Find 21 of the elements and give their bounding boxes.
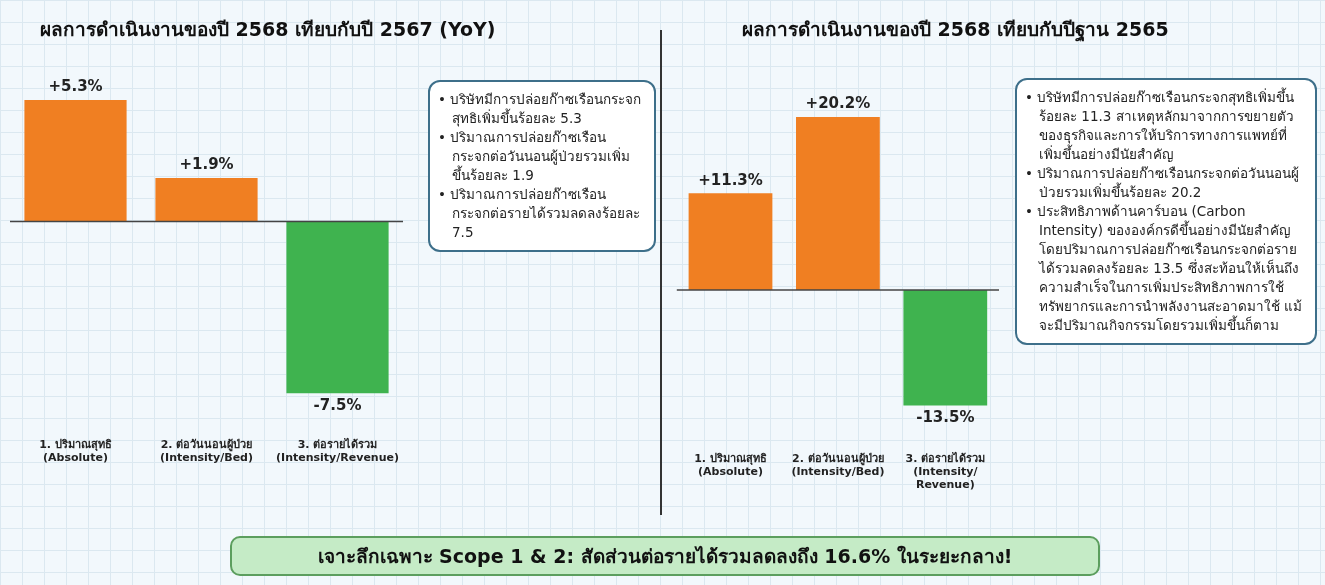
data-label: +5.3% <box>48 77 103 96</box>
x-tick-label: 3. ต่อรายได้รวม (Intensity/Revenue) <box>276 437 399 465</box>
x-tick-label: 1. ปริมาณสุทธิ (Absolute) <box>694 451 767 479</box>
text: • ประสิทธิภาพด้านคาร์บอน (Carbon Intensity) ขององค์กรดีขึ้นอย่างมีนัยสำคัญ โดยปริมาณการปล่อยก๊าซเรือนกระจกต่อรายได้รวมลดลงร้อยละ 13.5 ซึ่งสะท้อนให้เห็นถึงความสำเร็จในการเพิ่มประสิทธิภาพการใช้ทรัพยากรและการนำพลังงานสะอาดมาใช้ แม้จะมีปริมาณกิจกรรมโดยรวมเพิ่มขึ้นก็ตาม <box>1025 202 1304 335</box>
chart-title: ผลการดำเนินงานของปี 2568 เทียบกับปี 2567 (YoY) <box>40 17 496 42</box>
text: เจาะลึกเฉพาะ Scope 1 & 2: สัดส่วนต่อรายได้รวมลดลงถึง 16.6% ในระยะกลาง! <box>317 544 1013 569</box>
text: • ปริมาณการปล่อยก๊าซเรือนกระจกต่อรายได้รวมลดลงร้อยละ 7.5 <box>438 185 641 242</box>
text: • บริษัทมีการปล่อยก๊าซเรือนกระจกสุทธิเพิ่มขึ้นร้อยละ 5.3 <box>438 90 643 128</box>
x-tick-label: 3. ต่อรายได้รวม (Intensity/ Revenue) <box>905 450 986 492</box>
text: • บริษัทมีการปล่อยก๊าซเรือนกระจกสุทธิเพิ่มขึ้นร้อยละ 11.3 สาเหตุหลักมาจากการขยายตัวของธุรกิจและการให้บริการทางการแพทย์ที่เพิ่มขึ้นอย่างมีนัยสำคัญ <box>1025 88 1296 164</box>
data-label: -7.5% <box>313 395 362 414</box>
data-label: +1.9% <box>179 155 234 174</box>
text: • ปริมาณการปล่อยก๊าซเรือนกระจกต่อวันนอนผู้ป่วยรวมเพิ่มขึ้นร้อยละ 20.2 <box>1025 164 1301 202</box>
x-tick-label: 2. ต่อวันนอนผู้ป่วย (Intensity/Bed) <box>160 438 254 465</box>
data-label: +11.3% <box>698 170 763 189</box>
data-label: -13.5% <box>916 407 975 426</box>
text: • ปริมาณการปล่อยก๊าซเรือนกระจกต่อวันนอนผู้ป่วยรวมเพิ่มขึ้นร้อยละ 1.9 <box>438 128 631 185</box>
x-tick-label: 1. ปริมาณสุทธิ (Absolute) <box>39 438 112 465</box>
data-label: +20.2% <box>805 94 871 113</box>
x-tick-label: 2. ต่อวันนอนผู้ป่วย (Intensity/Bed) <box>791 451 885 479</box>
chart-title: ผลการดำเนินงานของปี 2568 เทียบกับปีฐาน 2565 <box>742 17 1169 44</box>
